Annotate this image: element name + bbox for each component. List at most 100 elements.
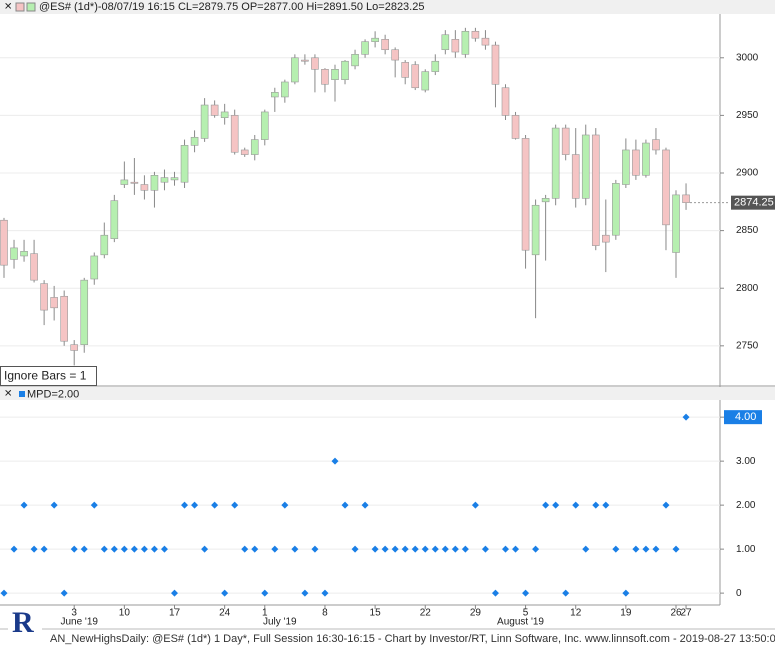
annotation-box	[0, 366, 97, 386]
data-point	[371, 545, 379, 553]
y-tick-label: 2850	[736, 225, 759, 236]
data-point	[572, 501, 580, 509]
data-point	[642, 545, 650, 553]
candle-body	[351, 54, 359, 67]
data-point	[451, 545, 459, 553]
series-icon	[26, 2, 36, 12]
candle-body	[662, 149, 670, 226]
data-point	[120, 545, 128, 553]
data-point	[602, 501, 610, 509]
logo: R	[8, 606, 42, 645]
data-point	[241, 545, 249, 553]
data-point	[441, 545, 449, 553]
candle-body	[80, 279, 89, 345]
candle-body	[321, 69, 329, 85]
data-point	[301, 589, 309, 597]
data-point	[662, 501, 670, 509]
last-price-tag	[731, 195, 775, 210]
annotation: Ignore Bars = 1	[4, 369, 87, 383]
data-point	[361, 501, 369, 509]
candle-body	[230, 115, 239, 153]
x-tick-label: 22	[420, 608, 432, 619]
candle-body	[571, 154, 580, 199]
candle-body	[200, 104, 209, 139]
candle-body	[431, 60, 440, 72]
candle-body	[0, 219, 8, 266]
footer-text: AN_NewHighsDaily: @ES# (1d*) 1 Day*, Ful…	[50, 633, 775, 645]
candle-body	[441, 34, 450, 51]
candle-body	[120, 179, 129, 185]
data-point	[251, 545, 259, 553]
data-point	[391, 545, 399, 553]
data-point	[341, 501, 349, 509]
data-point	[562, 589, 570, 597]
data-point	[431, 545, 439, 553]
x-month-label: June '19	[60, 617, 98, 628]
candle-body	[150, 175, 159, 191]
data-point	[90, 501, 98, 509]
candle-body	[20, 251, 28, 257]
candle-body	[281, 81, 289, 98]
y-tick-label: 2950	[736, 110, 759, 121]
candle-body	[652, 139, 660, 151]
data-point	[652, 545, 660, 553]
y-tick-label: 2900	[736, 168, 759, 179]
data-point	[80, 545, 88, 553]
data-point	[171, 589, 179, 597]
x-month-label: August '19	[497, 617, 544, 628]
x-tick-label: 27	[680, 608, 692, 619]
data-point	[60, 589, 68, 597]
candle-body	[642, 142, 650, 176]
candle-body	[601, 234, 610, 243]
data-point	[140, 545, 148, 553]
candle-body	[271, 92, 279, 98]
data-point	[351, 545, 359, 553]
candle-body	[632, 149, 640, 176]
data-point	[471, 501, 479, 509]
data-point	[231, 501, 239, 509]
candle-body	[291, 57, 299, 83]
candle-body	[612, 183, 620, 236]
candle-body	[361, 41, 369, 55]
data-point	[542, 501, 550, 509]
data-point	[532, 545, 540, 553]
candle-body	[451, 39, 460, 53]
data-point	[592, 501, 600, 509]
candle-body	[521, 138, 530, 251]
data-point	[682, 413, 690, 421]
data-point	[50, 501, 58, 509]
candle-body	[471, 30, 480, 39]
y-tick-label: 2.00	[736, 500, 756, 511]
series-icon	[15, 2, 25, 12]
data-point	[512, 545, 520, 553]
candle-body	[381, 39, 389, 51]
data-point	[632, 545, 640, 553]
last-value-label: 4.00	[735, 411, 756, 423]
x-tick-label: 17	[169, 608, 181, 619]
legend-entry: MPD=2.00	[27, 388, 79, 400]
candle-body	[401, 62, 410, 78]
candle-body	[180, 145, 189, 183]
candle-body	[110, 200, 119, 239]
data-point	[10, 545, 18, 553]
candle-body	[461, 30, 470, 55]
x-tick-label: 24	[219, 608, 231, 619]
pane-header	[0, 387, 775, 400]
data-point	[160, 545, 168, 553]
data-point	[100, 545, 108, 553]
candle-body	[30, 253, 38, 281]
data-point	[201, 545, 209, 553]
data-point	[291, 545, 299, 553]
y-tick-label: 3.00	[736, 456, 756, 467]
candle-body	[170, 177, 179, 181]
close-icon[interactable]: ✕	[4, 2, 12, 13]
data-point	[491, 589, 499, 597]
candle-body	[411, 64, 420, 89]
candle-body	[481, 37, 490, 46]
data-point	[522, 589, 530, 597]
close-icon[interactable]: ✕	[4, 389, 12, 400]
data-point	[321, 589, 329, 597]
candle-body	[70, 344, 79, 351]
candle-body	[531, 204, 540, 256]
data-point	[461, 545, 469, 553]
